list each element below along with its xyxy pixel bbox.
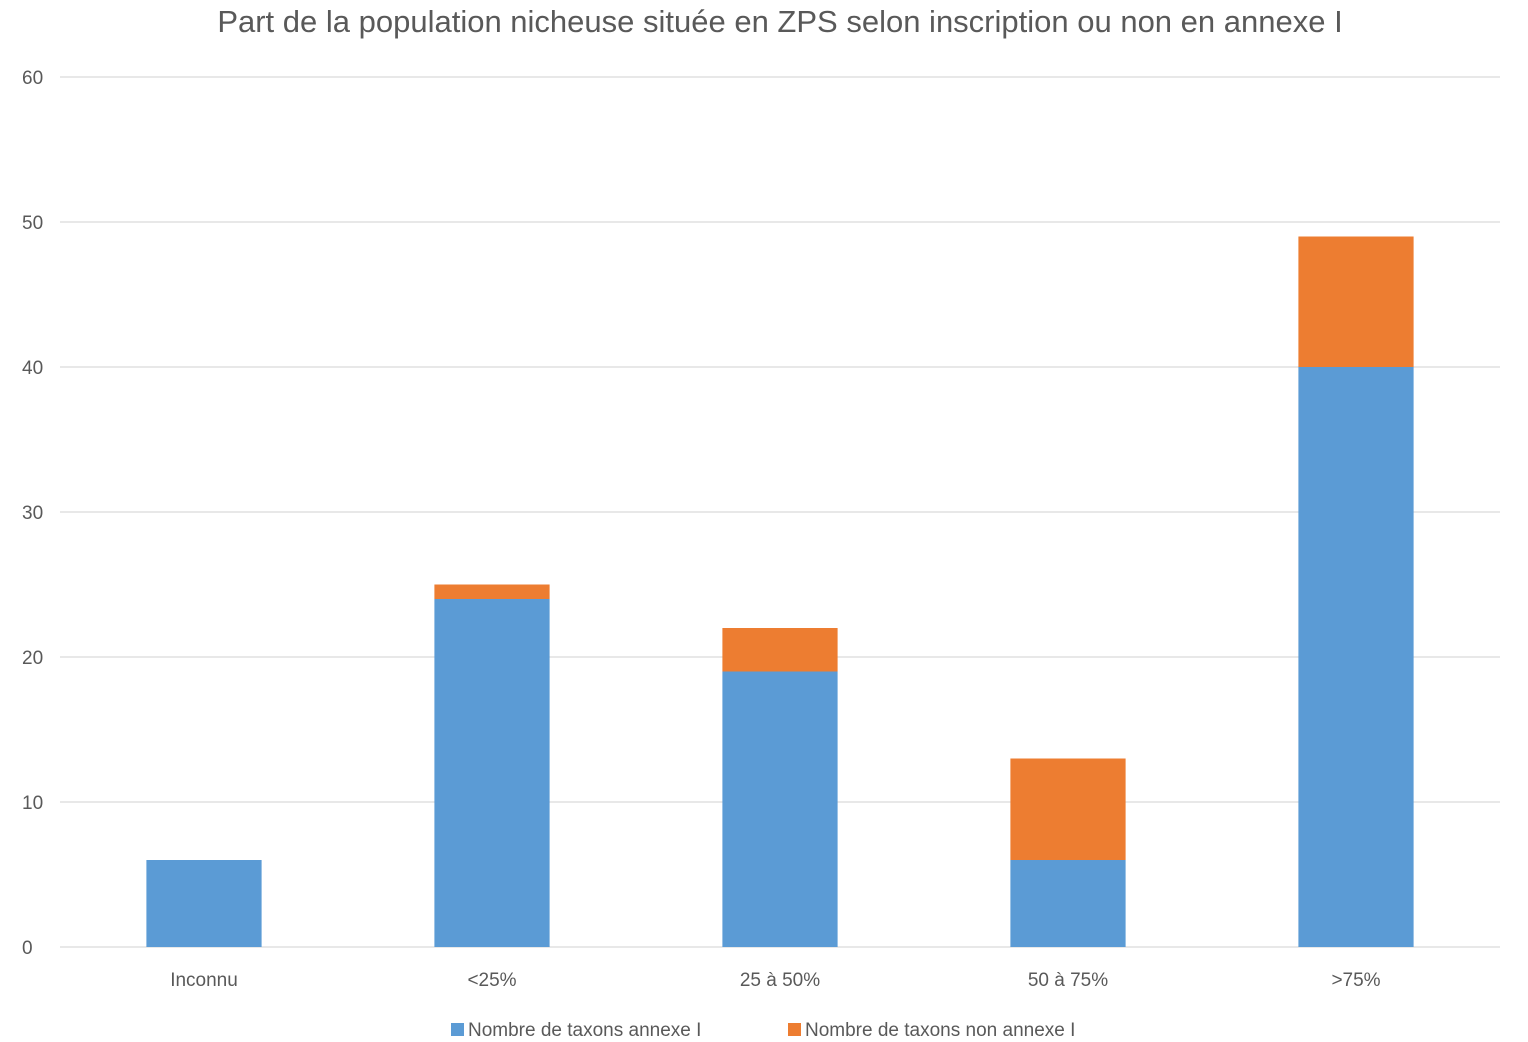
bar-segment-annexe-i [434,599,550,947]
legend-label: Nombre de taxons non annexe I [805,1020,1075,1041]
bar-segment-annexe-i [1298,367,1414,947]
bars [146,236,1414,947]
legend-label: Nombre de taxons annexe I [468,1020,701,1041]
bar-segment-annexe-i [722,671,838,947]
legend-swatch [788,1023,801,1036]
bar-segment-non-annexe-i [722,628,838,672]
legend-swatch [451,1023,464,1036]
legend: Nombre de taxons annexe I Nombre de taxon… [451,1020,1075,1041]
y-tick-label: 20 [22,648,43,669]
y-axis-ticks: 0 10 20 30 40 50 60 [22,68,43,959]
chart-title: Part de la population nicheuse située en… [217,4,1342,39]
y-tick-label: 40 [22,358,43,379]
x-tick-label: 25 à 50% [740,970,820,991]
x-tick-label: <25% [467,970,516,991]
y-tick-label: 50 [22,213,43,234]
bar-segment-annexe-i [146,860,262,947]
x-tick-label: >75% [1331,970,1380,991]
x-axis-ticks: Inconnu <25% 25 à 50% 50 à 75% >75% [170,970,1380,991]
y-tick-label: 30 [22,503,43,524]
y-tick-label: 0 [22,938,33,959]
bar-segment-annexe-i [1010,860,1126,947]
bar-segment-non-annexe-i [1010,758,1126,860]
bar-segment-non-annexe-i [434,584,550,599]
y-tick-label: 10 [22,793,43,814]
y-tick-label: 60 [22,68,43,89]
x-tick-label: Inconnu [170,970,238,991]
x-tick-label: 50 à 75% [1028,970,1108,991]
bar-segment-non-annexe-i [1298,236,1414,367]
